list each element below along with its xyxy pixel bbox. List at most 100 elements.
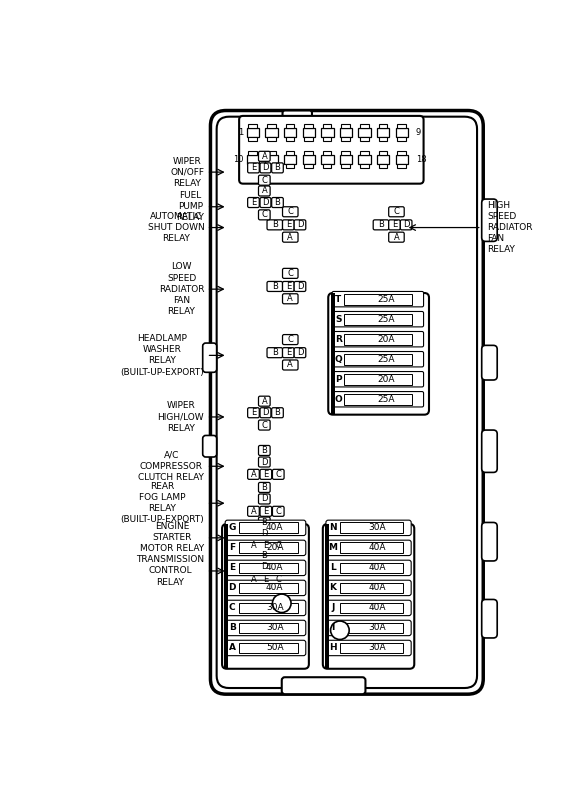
Bar [304,137,313,141]
Text: O: O [335,395,342,403]
Text: AUTOMATIC
SHUT DOWN
RELAY: AUTOMATIC SHUT DOWN RELAY [147,212,204,243]
Text: 40A: 40A [368,583,386,592]
FancyBboxPatch shape [259,457,270,467]
Bar [284,128,296,137]
Text: C: C [229,603,235,612]
Bar [303,155,315,165]
Bar [360,151,368,155]
Text: E: E [229,563,235,572]
Bar [379,137,387,141]
Text: A: A [288,360,293,369]
Bar [379,165,387,169]
Bar [379,125,387,128]
Bar [358,128,371,137]
FancyBboxPatch shape [248,507,259,516]
Text: E: E [251,408,256,417]
FancyBboxPatch shape [260,407,271,418]
Text: TRANSMISSION
CONTROL
RELAY: TRANSMISSION CONTROL RELAY [136,555,204,586]
Bar [325,524,329,669]
Text: C: C [262,176,267,185]
Bar [247,155,259,165]
Bar [342,151,350,155]
Bar [340,622,404,634]
Text: B: B [262,551,267,559]
Text: D: D [229,583,236,592]
Bar [304,165,313,169]
Text: D: D [261,562,267,571]
Text: 20A: 20A [378,375,395,384]
Bar [303,128,315,137]
Bar [284,155,296,165]
Text: 40A: 40A [368,603,386,612]
FancyBboxPatch shape [332,392,423,407]
Text: B: B [272,348,278,357]
Text: B: B [378,221,384,229]
Text: E: E [263,542,269,551]
FancyBboxPatch shape [248,163,259,173]
FancyBboxPatch shape [225,640,306,656]
Bar [344,394,412,404]
Text: A/C
COMPRESSOR
CLUTCH RELAY: A/C COMPRESSOR CLUTCH RELAY [139,451,204,482]
Bar [285,165,294,169]
FancyBboxPatch shape [282,360,298,370]
FancyBboxPatch shape [294,220,306,230]
Text: R: R [335,335,342,344]
Bar [360,165,368,169]
FancyBboxPatch shape [332,352,423,367]
FancyBboxPatch shape [259,210,270,220]
Text: D: D [403,221,409,229]
Text: 40A: 40A [266,563,284,572]
FancyBboxPatch shape [326,520,411,535]
Bar [267,151,276,155]
FancyBboxPatch shape [273,507,284,516]
FancyBboxPatch shape [326,540,411,555]
Bar [323,165,331,169]
Bar [285,151,294,155]
FancyBboxPatch shape [259,186,270,196]
Text: D: D [297,221,303,229]
Circle shape [273,594,291,613]
FancyBboxPatch shape [248,407,259,418]
FancyBboxPatch shape [225,580,306,595]
FancyBboxPatch shape [294,281,306,292]
Text: D: D [261,458,267,467]
Bar [397,165,406,169]
FancyBboxPatch shape [273,541,284,551]
FancyBboxPatch shape [267,281,282,292]
Text: C: C [262,420,267,430]
Bar [321,128,334,137]
Text: LOW
SPEED
RADIATOR
FAN
RELAY: LOW SPEED RADIATOR FAN RELAY [159,262,204,316]
FancyBboxPatch shape [260,469,271,479]
Text: I: I [331,623,335,633]
Bar [342,137,350,141]
Bar [323,125,331,128]
Text: K: K [329,583,336,592]
Bar [360,137,368,141]
FancyBboxPatch shape [248,574,259,584]
FancyBboxPatch shape [282,233,298,242]
Bar [340,523,404,533]
Text: 30A: 30A [368,523,386,532]
Bar [248,137,257,141]
Text: C: C [262,210,267,220]
Text: A: A [251,574,256,583]
FancyBboxPatch shape [282,335,298,344]
Text: 18: 18 [416,155,426,165]
Text: 1: 1 [238,129,244,137]
FancyBboxPatch shape [332,372,423,387]
FancyBboxPatch shape [259,562,270,572]
Bar [358,155,371,165]
Text: D: D [262,408,269,417]
Text: A: A [288,294,293,304]
Text: REAR
FOG LAMP
RELAY
(BUILT-UP-EXPORT): REAR FOG LAMP RELAY (BUILT-UP-EXPORT) [121,482,204,524]
Text: D: D [297,348,303,357]
Bar [239,523,298,533]
FancyBboxPatch shape [225,560,306,575]
Text: 20A: 20A [266,543,284,552]
Bar [344,294,412,304]
FancyBboxPatch shape [267,348,282,358]
FancyBboxPatch shape [282,207,298,217]
Text: 10: 10 [233,155,244,165]
Bar [304,151,313,155]
Bar [340,582,404,594]
